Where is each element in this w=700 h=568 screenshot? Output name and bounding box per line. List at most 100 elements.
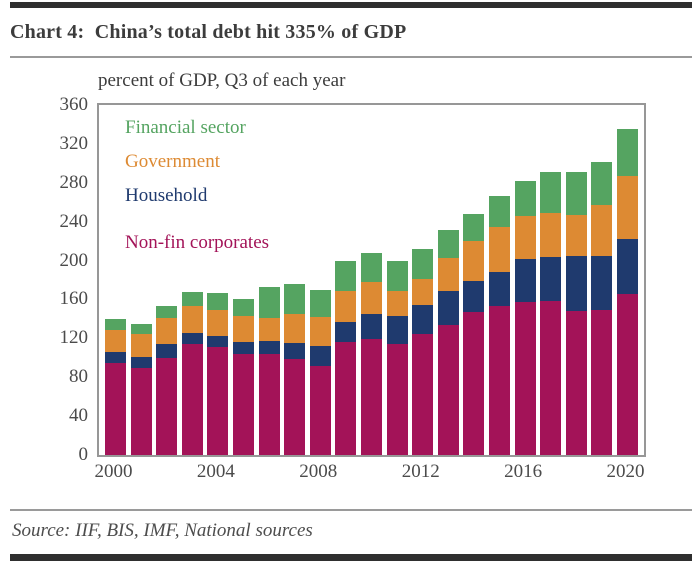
- segment-financial-sector: [207, 292, 229, 311]
- segment-financial-sector: [540, 172, 562, 213]
- x-tick-label-2012: 2012: [401, 461, 440, 482]
- segment-financial-sector: [463, 213, 485, 242]
- segment-household: [105, 351, 126, 363]
- segment-financial-sector: [437, 230, 459, 258]
- segment-household: [617, 239, 638, 294]
- segment-government: [361, 281, 382, 315]
- segment-government: [130, 334, 152, 357]
- segment-government: [386, 290, 408, 316]
- segment-household: [284, 343, 306, 359]
- segment-financial-sector: [412, 248, 434, 280]
- segment-household: [437, 290, 459, 325]
- chart-title: Chart 4: China’s total debt hit 335% of …: [10, 21, 407, 43]
- segment-financial-sector: [386, 260, 408, 291]
- segment-non-fin-corporates: [233, 353, 254, 455]
- segment-government: [463, 241, 485, 281]
- legend-item-government: Government: [125, 151, 220, 172]
- segment-government: [156, 317, 178, 345]
- segment-household: [361, 314, 382, 340]
- segment-financial-sector: [514, 180, 536, 216]
- segment-non-fin-corporates: [130, 367, 152, 455]
- title-divider: [10, 56, 692, 58]
- segment-financial-sector: [591, 162, 613, 206]
- bar-2003: [181, 291, 203, 455]
- bar-2006: [258, 286, 280, 455]
- bar-2012: [412, 248, 434, 455]
- y-tick-label: 120: [59, 327, 89, 349]
- segment-household: [412, 305, 434, 335]
- segment-non-fin-corporates: [591, 310, 613, 455]
- segment-household: [130, 356, 152, 368]
- bottom-rule: [10, 554, 692, 561]
- segment-financial-sector: [565, 172, 587, 215]
- segment-government: [105, 329, 126, 352]
- segment-household: [489, 272, 510, 307]
- y-tick-label: 80: [69, 366, 88, 388]
- bar-2017: [540, 172, 562, 455]
- segment-non-fin-corporates: [514, 302, 536, 455]
- y-tick-label: 200: [59, 249, 89, 271]
- y-tick-label: 240: [59, 210, 89, 232]
- source-text: Source: IIF, BIS, IMF, National sources: [12, 520, 313, 541]
- segment-household: [335, 321, 357, 343]
- segment-government: [489, 226, 510, 273]
- segment-government: [412, 279, 434, 306]
- x-tick-label-2004: 2004: [196, 461, 235, 482]
- segment-household: [233, 342, 254, 354]
- segment-non-fin-corporates: [489, 306, 510, 455]
- segment-government: [207, 310, 229, 337]
- segment-government: [565, 214, 587, 256]
- bar-2002: [156, 306, 178, 455]
- bar-2013: [437, 230, 459, 455]
- segment-non-fin-corporates: [105, 362, 126, 455]
- y-tick-label: 40: [69, 405, 88, 427]
- x-tick-label-2008: 2008: [299, 461, 338, 482]
- segment-financial-sector: [309, 289, 331, 317]
- segment-household: [514, 258, 536, 303]
- segment-government: [540, 212, 562, 257]
- segment-financial-sector: [181, 291, 203, 307]
- segment-household: [591, 255, 613, 311]
- y-tick-label: 0: [78, 444, 89, 465]
- bar-2016: [514, 180, 536, 455]
- x-tick-label-2016: 2016: [504, 461, 543, 482]
- segment-household: [258, 341, 280, 354]
- bar-2004: [207, 292, 229, 455]
- segment-government: [335, 290, 357, 322]
- segment-non-fin-corporates: [386, 344, 408, 455]
- segment-government: [514, 215, 536, 259]
- segment-non-fin-corporates: [181, 344, 203, 455]
- bar-2000: [105, 318, 126, 455]
- segment-non-fin-corporates: [284, 358, 306, 455]
- segment-non-fin-corporates: [412, 334, 434, 455]
- bar-2015: [489, 196, 510, 455]
- segment-financial-sector: [130, 323, 152, 335]
- segment-financial-sector: [258, 286, 280, 318]
- plot-area: Financial sector Government Household Non-f…: [97, 103, 646, 457]
- y-axis: 0 40 80 120 160 200 240 280 320 360: [0, 94, 89, 465]
- bar-2010: [361, 252, 382, 455]
- segment-household: [181, 333, 203, 345]
- segment-financial-sector: [284, 283, 306, 315]
- segment-non-fin-corporates: [463, 312, 485, 455]
- segment-non-fin-corporates: [540, 301, 562, 455]
- segment-government: [258, 317, 280, 342]
- segment-financial-sector: [489, 196, 510, 227]
- segment-household: [156, 344, 178, 358]
- bar-2020: [617, 129, 638, 455]
- bar-2007: [284, 283, 306, 455]
- y-tick-label: 280: [59, 171, 89, 193]
- segment-household: [540, 256, 562, 302]
- segment-government: [437, 257, 459, 291]
- segment-financial-sector: [105, 318, 126, 330]
- legend-item-financial-sector: Financial sector: [125, 117, 246, 138]
- x-tick-label-2020: 2020: [606, 461, 645, 482]
- y-tick-label: 160: [59, 288, 89, 310]
- segment-household: [463, 280, 485, 313]
- x-tick-label-2000: 2000: [94, 461, 133, 482]
- y-tick-label: 320: [59, 132, 89, 154]
- segment-non-fin-corporates: [207, 347, 229, 455]
- footer-divider: [10, 509, 692, 511]
- legend-item-household: Household: [125, 185, 208, 206]
